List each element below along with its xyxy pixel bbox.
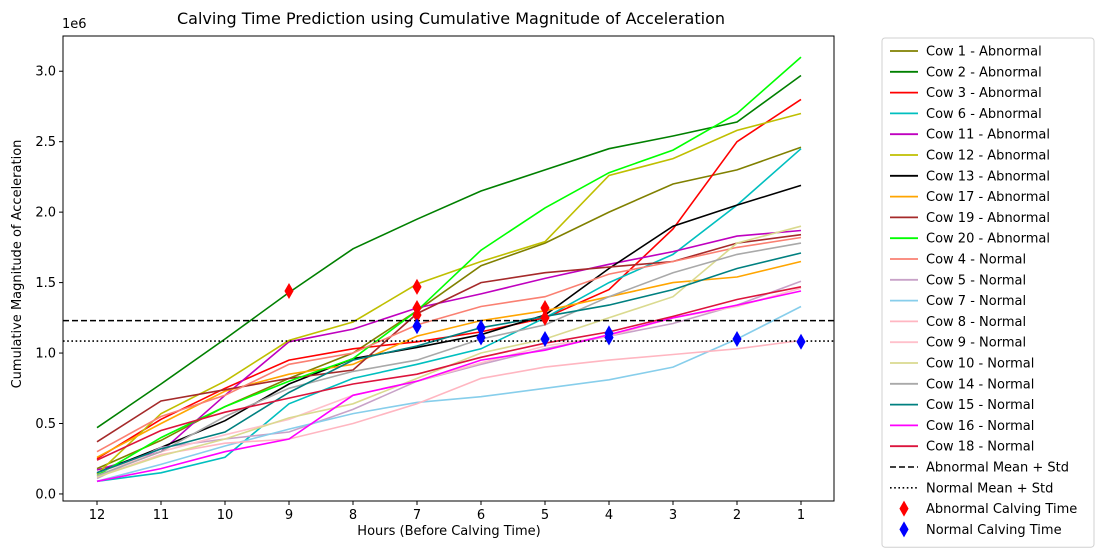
legend-label: Cow 6 - Abnormal: [926, 107, 1042, 122]
y-tick-label: 3.0: [35, 65, 56, 80]
legend-label: Cow 15 - Normal: [926, 398, 1034, 413]
x-axis-label: Hours (Before Calving Time): [357, 524, 540, 539]
series-line-5: [96, 229, 802, 471]
series-line-2: [96, 74, 802, 429]
series-line-10: [96, 56, 802, 477]
abnormal-calving-marker: [540, 309, 550, 326]
legend-label: Abnormal Mean + Std: [926, 461, 1069, 476]
x-tick-label: 11: [153, 508, 170, 523]
legend-label: Cow 5 - Normal: [926, 273, 1026, 288]
plot-frame: [62, 35, 835, 502]
x-tick-label: 7: [413, 508, 421, 523]
series-line-8: [96, 260, 802, 459]
legend-label: Cow 2 - Abnormal: [926, 65, 1042, 80]
y-offset-label: 1e6: [62, 17, 87, 32]
series-line-16: [96, 225, 802, 478]
normal-calving-marker: [476, 329, 486, 346]
legend-label: Cow 20 - Abnormal: [926, 232, 1050, 247]
x-tick-label: 5: [541, 508, 549, 523]
series-line-1: [96, 146, 802, 470]
x-tick-label: 2: [733, 508, 741, 523]
x-tick-label: 6: [477, 508, 485, 523]
abnormal-calving-marker: [412, 278, 422, 295]
legend-label: Cow 1 - Abnormal: [926, 45, 1042, 60]
x-tick-label: 8: [349, 508, 357, 523]
series-line-19: [96, 290, 802, 483]
x-tick-label: 4: [605, 508, 613, 523]
y-tick-label: 0.0: [35, 487, 56, 502]
legend-label: Cow 8 - Normal: [926, 315, 1026, 330]
normal-calving-marker: [732, 330, 742, 347]
normal-calving-marker: [796, 333, 806, 350]
series-line-14: [96, 339, 802, 478]
x-tick-label: 12: [89, 508, 106, 523]
y-tick-label: 2.0: [35, 206, 56, 221]
y-tick-label: 1.5: [35, 276, 56, 291]
legend: Cow 1 - Abnormal Cow 2 - Abnormal Cow 3 - …: [881, 37, 1095, 548]
y-axis-label: Cumulative Magnitude of Acceleration: [10, 140, 25, 389]
series-line-18: [96, 252, 802, 474]
legend-label: Cow 13 - Abnormal: [926, 169, 1050, 184]
legend-box: [881, 37, 1095, 548]
series-line-17: [96, 242, 802, 477]
legend-label: Normal Calving Time: [926, 523, 1062, 538]
series-line-3: [96, 98, 802, 460]
series-line-13: [96, 305, 802, 483]
normal-calving-marker: [540, 330, 550, 347]
y-tick-label: 2.5: [35, 135, 56, 150]
legend-swatch: [899, 521, 909, 538]
legend-label: Cow 11 - Abnormal: [926, 128, 1050, 143]
legend-label: Cow 4 - Normal: [926, 253, 1026, 268]
series-line-20: [96, 286, 802, 461]
normal-calving-marker: [412, 318, 422, 335]
plot-area: [63, 56, 834, 483]
legend-label: Abnormal Calving Time: [926, 502, 1077, 517]
legend-label: Normal Mean + Std: [926, 481, 1053, 496]
abnormal-calving-marker: [284, 283, 294, 300]
x-tick-label: 10: [217, 508, 234, 523]
legend-swatch: [899, 500, 909, 517]
legend-label: Cow 9 - Normal: [926, 336, 1026, 351]
legend-label: Cow 12 - Abnormal: [926, 149, 1050, 164]
x-tick-label: 9: [285, 508, 293, 523]
legend-label: Cow 10 - Normal: [926, 357, 1034, 372]
legend-label: Cow 7 - Normal: [926, 294, 1026, 309]
legend-label: Cow 17 - Abnormal: [926, 190, 1050, 205]
legend-label: Cow 19 - Abnormal: [926, 211, 1050, 226]
x-tick-label: 1: [797, 508, 805, 523]
series-line-6: [96, 112, 802, 475]
legend-label: Cow 18 - Normal: [926, 440, 1034, 455]
y-tick-label: 0.5: [35, 417, 56, 432]
x-axis-ticks: 12 11 10 9 8 7 6 5 4 3 2 1: [89, 501, 805, 523]
y-axis-ticks: 0.0 0.5 1.0 1.5 2.0 2.5 3.0: [35, 65, 63, 502]
series-line-7: [96, 184, 802, 474]
series-line-4: [96, 148, 802, 483]
legend-label: Cow 14 - Normal: [926, 377, 1034, 392]
normal-calving-marker: [604, 329, 614, 346]
series-line-11: [96, 236, 802, 453]
x-tick-label: 3: [669, 508, 677, 523]
legend-label: Cow 16 - Normal: [926, 419, 1034, 434]
chart-title: Calving Time Prediction using Cumulative…: [177, 9, 725, 28]
y-tick-label: 1.0: [35, 347, 56, 362]
legend-label: Cow 3 - Abnormal: [926, 86, 1042, 101]
